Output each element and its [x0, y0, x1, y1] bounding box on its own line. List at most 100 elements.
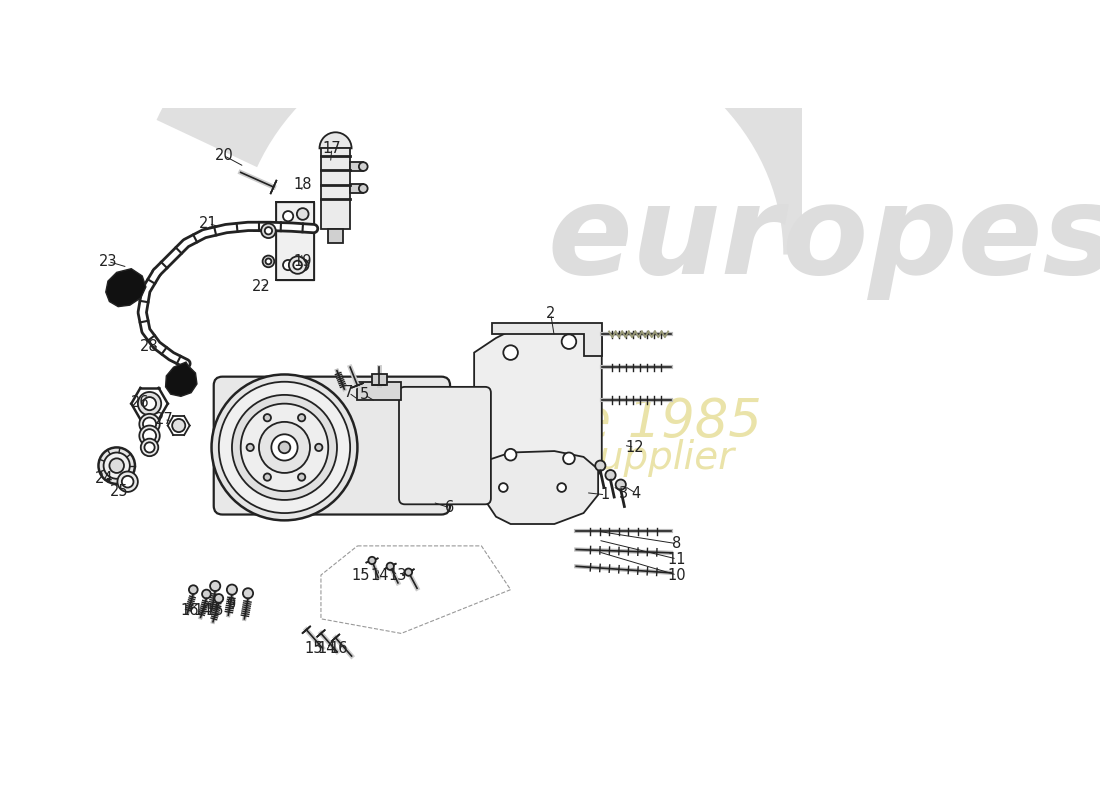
Circle shape	[219, 382, 350, 513]
Circle shape	[283, 211, 294, 222]
Circle shape	[143, 397, 156, 410]
Circle shape	[595, 461, 605, 470]
Text: 25: 25	[110, 484, 129, 498]
Bar	[276, 202, 314, 280]
Circle shape	[144, 442, 155, 453]
Circle shape	[246, 444, 254, 451]
Circle shape	[243, 588, 253, 598]
Circle shape	[558, 483, 566, 492]
Circle shape	[210, 581, 220, 591]
Circle shape	[140, 414, 159, 434]
Circle shape	[265, 227, 272, 234]
Circle shape	[297, 259, 308, 271]
Bar	[350, 184, 363, 193]
Text: 15: 15	[305, 641, 323, 655]
Polygon shape	[106, 269, 146, 306]
Text: 16: 16	[330, 641, 349, 655]
Text: since 1985: since 1985	[474, 396, 762, 448]
Text: 23: 23	[99, 254, 118, 269]
Text: 1: 1	[601, 487, 610, 502]
Circle shape	[202, 590, 211, 598]
Circle shape	[103, 453, 130, 478]
Text: 20: 20	[214, 148, 233, 163]
Circle shape	[258, 422, 310, 473]
Circle shape	[298, 474, 306, 481]
Bar	[350, 162, 363, 171]
Circle shape	[141, 438, 158, 456]
Circle shape	[283, 260, 294, 270]
Circle shape	[359, 162, 367, 171]
Circle shape	[227, 585, 238, 594]
Circle shape	[297, 208, 308, 220]
Text: 11: 11	[668, 551, 686, 566]
Circle shape	[499, 483, 508, 492]
Circle shape	[289, 256, 307, 274]
Text: 15: 15	[352, 568, 371, 583]
Text: 9: 9	[227, 597, 235, 612]
Circle shape	[189, 586, 198, 594]
Text: 12: 12	[625, 440, 644, 455]
Text: 10: 10	[668, 567, 686, 582]
Circle shape	[505, 449, 516, 461]
Circle shape	[118, 471, 138, 492]
Circle shape	[264, 474, 271, 481]
Text: a parts supplier: a parts supplier	[430, 439, 735, 478]
Circle shape	[298, 414, 306, 422]
Circle shape	[563, 453, 575, 464]
Circle shape	[278, 442, 290, 454]
Circle shape	[232, 395, 337, 500]
Bar	[372, 374, 386, 386]
Circle shape	[272, 434, 298, 461]
Polygon shape	[276, 202, 314, 280]
Text: 14: 14	[194, 602, 212, 618]
Text: 15: 15	[206, 602, 224, 618]
Circle shape	[143, 418, 156, 430]
Text: 4: 4	[631, 486, 640, 501]
Circle shape	[211, 374, 358, 520]
Circle shape	[241, 404, 328, 491]
Bar	[358, 382, 402, 400]
Text: 28: 28	[140, 339, 158, 354]
FancyBboxPatch shape	[399, 387, 491, 504]
Text: 13: 13	[388, 568, 407, 583]
Wedge shape	[319, 132, 352, 148]
Polygon shape	[474, 323, 602, 491]
Circle shape	[109, 458, 124, 473]
Circle shape	[504, 346, 518, 360]
Circle shape	[616, 479, 626, 490]
Circle shape	[359, 184, 367, 193]
Text: 17: 17	[322, 141, 341, 156]
Text: 18: 18	[294, 178, 312, 192]
Text: 14: 14	[318, 641, 336, 655]
Polygon shape	[493, 323, 602, 356]
Circle shape	[143, 429, 156, 442]
Circle shape	[140, 426, 159, 446]
Text: 7: 7	[344, 386, 353, 400]
Text: 24: 24	[95, 471, 113, 486]
Circle shape	[265, 258, 272, 264]
Text: 6: 6	[446, 501, 454, 515]
Circle shape	[214, 594, 223, 602]
Polygon shape	[482, 451, 598, 524]
FancyBboxPatch shape	[213, 377, 450, 514]
Circle shape	[122, 476, 133, 487]
Polygon shape	[166, 362, 197, 396]
Text: 27: 27	[155, 412, 174, 427]
Circle shape	[263, 255, 274, 267]
Text: 19: 19	[294, 254, 312, 269]
Bar	[328, 229, 343, 243]
Text: 8: 8	[672, 536, 682, 551]
Circle shape	[386, 562, 394, 570]
Circle shape	[605, 470, 616, 480]
Text: europes: europes	[547, 179, 1100, 300]
Circle shape	[264, 414, 271, 422]
Text: 3: 3	[619, 486, 628, 501]
Circle shape	[138, 392, 162, 415]
Circle shape	[172, 419, 185, 432]
Circle shape	[261, 223, 276, 238]
Text: 2: 2	[546, 306, 556, 322]
Text: 16: 16	[180, 602, 199, 618]
Circle shape	[562, 334, 576, 349]
Circle shape	[294, 261, 302, 270]
Circle shape	[368, 557, 376, 564]
